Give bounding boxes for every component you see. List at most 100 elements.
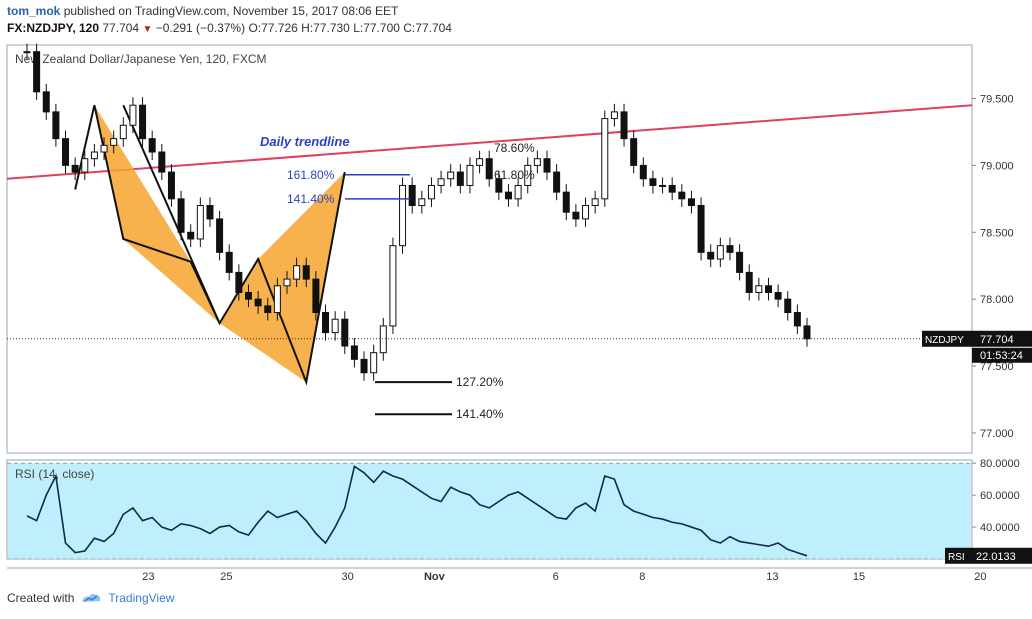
candle-body	[466, 164, 474, 186]
candle-body	[418, 198, 426, 207]
price-tick-label: 78.000	[980, 294, 1014, 306]
candle-body	[476, 158, 484, 166]
candle-body	[591, 198, 599, 207]
candle-body	[504, 191, 512, 200]
candle-body	[254, 298, 262, 307]
tradingview-link[interactable]: TradingView	[108, 591, 175, 605]
candle-body	[119, 124, 127, 140]
candle-body	[273, 285, 281, 314]
author-name[interactable]: tom_mok	[7, 4, 61, 18]
candle-body	[678, 191, 686, 200]
published-text: published on TradingView.com, November 1…	[63, 4, 399, 18]
candle-body	[322, 312, 330, 334]
pattern-abcd-1-fill-2	[123, 238, 220, 324]
countdown-label: 01:53:24	[980, 350, 1023, 362]
price-tick-label: 79.500	[980, 94, 1014, 106]
candle-body	[379, 325, 387, 354]
last-price: 77.704	[102, 21, 140, 35]
candle-body	[139, 104, 147, 140]
pattern-abcd-2-fill-2	[258, 172, 345, 383]
last-price-badge-label: 77.704	[980, 334, 1014, 346]
candle-body	[52, 111, 60, 140]
rsi-band	[8, 463, 971, 559]
time-tick-label: 15	[853, 571, 865, 583]
candle-body	[206, 205, 214, 220]
candle-body	[370, 352, 378, 374]
time-tick-label: 13	[766, 571, 778, 583]
trendline-label: Daily trendline	[260, 134, 350, 149]
candle-body	[610, 111, 618, 120]
chart-header: tom_mok published on TradingView.com, No…	[7, 3, 1027, 39]
candle-body	[360, 358, 368, 374]
candle-body	[158, 151, 166, 173]
candle-body	[784, 298, 792, 314]
candle-body	[716, 245, 724, 260]
publish-line: tom_mok published on TradingView.com, No…	[7, 3, 1027, 20]
rsi-tick-label: 60.0000	[980, 490, 1020, 502]
candle-body	[71, 164, 79, 173]
candle-body	[630, 138, 638, 166]
candle-body	[620, 111, 628, 140]
candle-body	[235, 271, 243, 293]
created-with-text: Created with	[7, 591, 75, 605]
candle-body	[312, 278, 320, 314]
candle-body	[187, 231, 195, 240]
candle-body	[659, 184, 667, 187]
open-value: O:77.726	[248, 21, 298, 35]
candle-body	[697, 205, 705, 253]
high-value: H:77.730	[301, 21, 350, 35]
candle-body	[726, 245, 734, 253]
candle-body	[264, 305, 272, 314]
fib-level-label: 141.40%	[287, 192, 335, 206]
candle-body	[427, 184, 435, 200]
candle-body	[283, 278, 291, 287]
fib-level-label: 161.80%	[287, 168, 335, 182]
candle-body	[389, 245, 397, 327]
last-price-badge	[972, 330, 1032, 347]
candle-body	[408, 184, 416, 207]
symbol-badge	[922, 330, 972, 347]
candle-body	[302, 265, 310, 280]
candle-body	[167, 171, 175, 200]
time-tick-label: 25	[220, 571, 232, 583]
candle-body	[350, 345, 358, 360]
candle-body	[456, 171, 464, 186]
candle-body	[341, 318, 349, 347]
rsi-value-label: 22.0133	[976, 551, 1016, 563]
price-tick-label: 79.000	[980, 160, 1014, 172]
candle-body	[793, 312, 801, 327]
candle-body	[437, 178, 445, 186]
candle-body	[745, 271, 753, 293]
time-tick-label: Nov	[424, 571, 446, 583]
candle-body	[553, 171, 561, 193]
candle-body	[244, 291, 252, 300]
rsi-title: RSI (14, close)	[15, 467, 94, 481]
symbol-badge-label: NZDJPY	[925, 335, 964, 346]
time-tick-label: 23	[142, 571, 154, 583]
candle-body	[639, 164, 647, 180]
candle-body	[196, 205, 204, 240]
candle-body	[90, 151, 98, 160]
rsi-tick-label: 80.0000	[980, 458, 1020, 470]
candle-body	[225, 251, 233, 273]
candle-body	[755, 285, 763, 293]
candle-body	[572, 211, 580, 220]
time-tick-label: 6	[553, 571, 559, 583]
candle-body	[687, 198, 695, 207]
candle-body	[601, 118, 609, 200]
change-arrow-icon: ▼	[142, 24, 153, 35]
fib-level-label: 127.20%	[456, 375, 504, 389]
candle-body	[485, 158, 493, 180]
candle-body	[110, 138, 118, 146]
candle-body	[23, 51, 31, 54]
candle-body	[736, 251, 744, 273]
countdown-badge	[972, 347, 1032, 363]
pattern-abcd-1-fill-1	[94, 105, 191, 262]
candle-body	[129, 104, 137, 126]
candle-body	[803, 325, 811, 340]
candle-body	[447, 171, 455, 180]
time-tick-label: 20	[974, 571, 986, 583]
footer: Created with TradingView	[7, 591, 174, 605]
time-tick-label: 30	[342, 571, 354, 583]
